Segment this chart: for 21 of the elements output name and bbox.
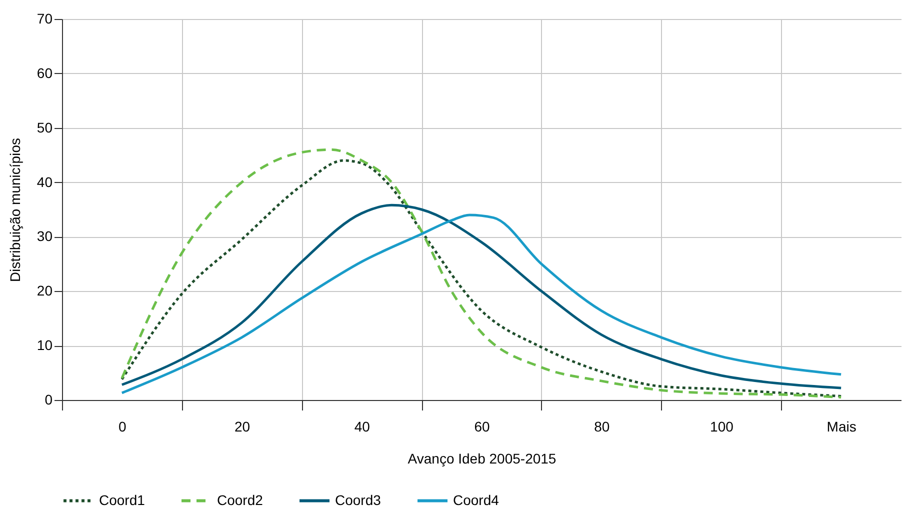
y-tick-label: 70 xyxy=(36,10,53,26)
x-tick-label: Mais xyxy=(826,418,856,434)
legend-label: Coord4 xyxy=(453,492,500,508)
x-tick-label: 60 xyxy=(474,418,490,434)
legend-label: Coord2 xyxy=(217,492,264,508)
y-tick-label: 10 xyxy=(36,337,53,354)
legend-label: Coord3 xyxy=(335,492,382,508)
y-tick-label: 30 xyxy=(36,228,53,244)
y-axis-title: Distribuição municípios xyxy=(6,138,23,282)
x-tick-label: 0 xyxy=(118,418,127,434)
x-tick-label: 100 xyxy=(710,418,734,434)
y-tick-label: 50 xyxy=(36,119,53,136)
y-tick-label: 40 xyxy=(36,174,53,190)
x-tick-label: 20 xyxy=(234,418,250,434)
x-tick-label: 40 xyxy=(354,418,370,434)
y-tick-label: 20 xyxy=(36,282,53,299)
x-tick-label: 80 xyxy=(594,418,610,434)
y-tick-label: 0 xyxy=(44,392,53,408)
legend-label: Coord1 xyxy=(99,492,146,508)
x-axis-title: Avanço Ideb 2005-2015 xyxy=(408,450,556,466)
y-tick-label: 60 xyxy=(36,64,53,81)
